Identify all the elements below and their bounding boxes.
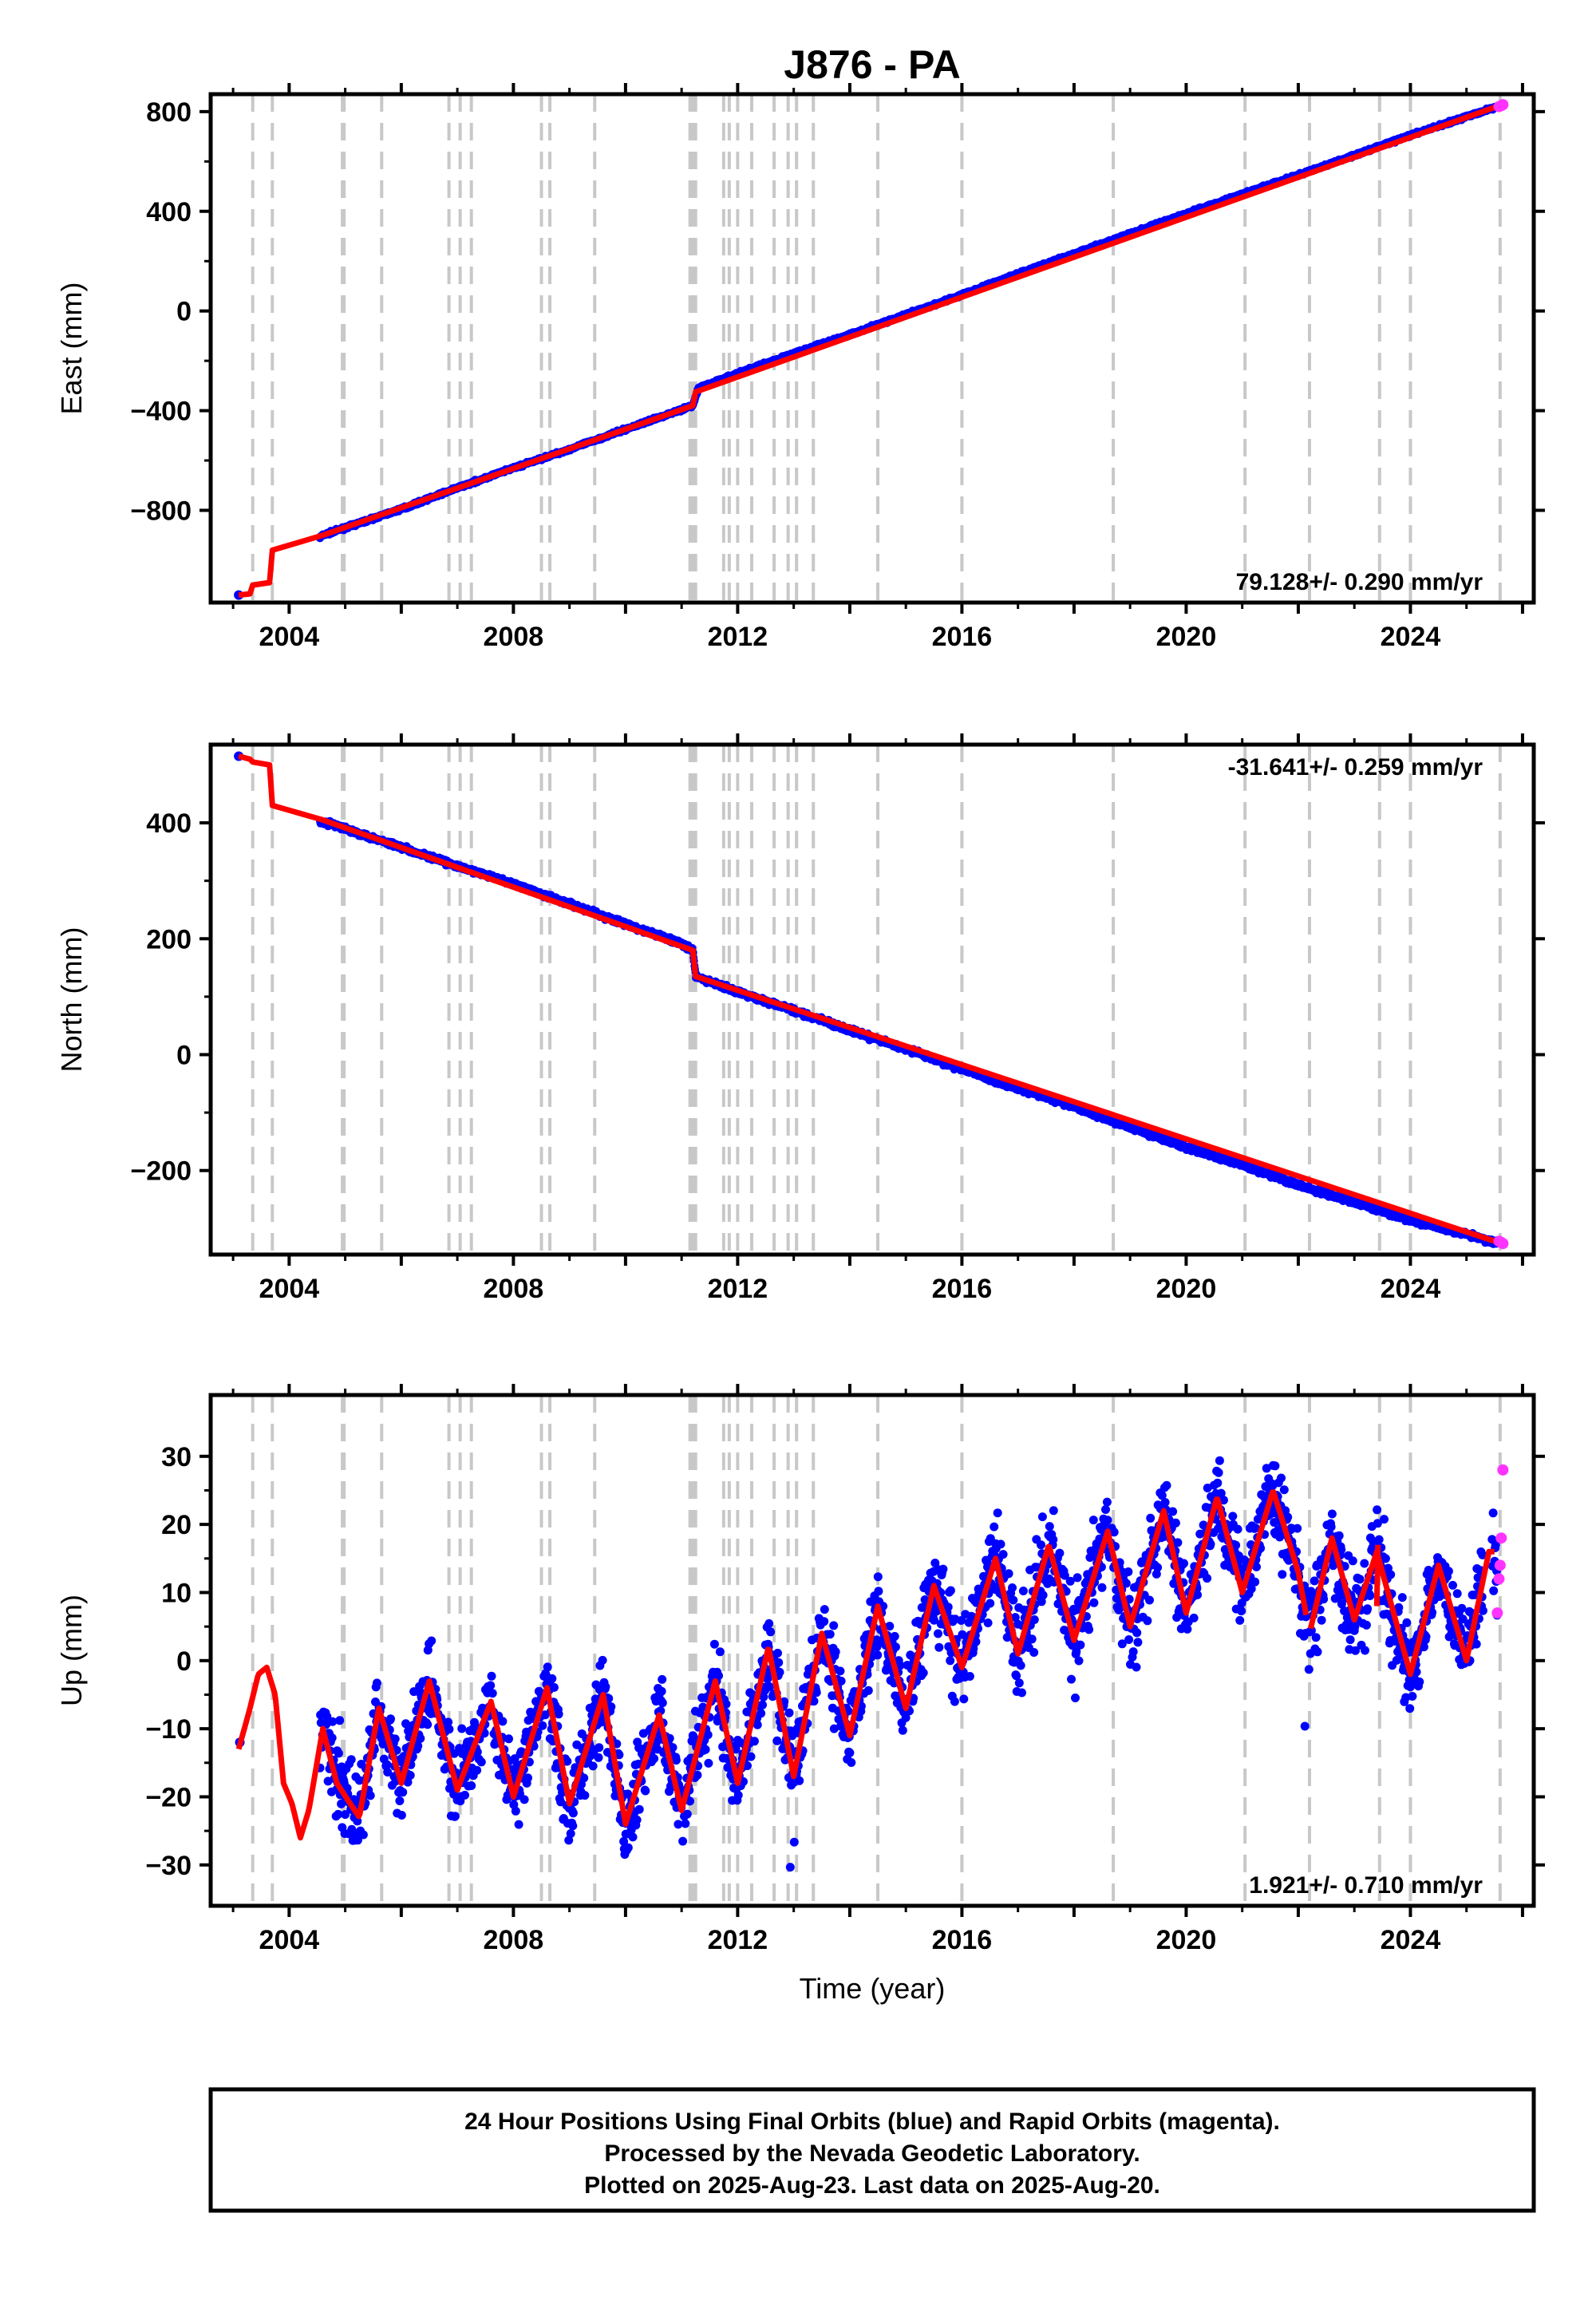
x-tick-label: 2012 (708, 622, 768, 652)
x-tick-label: 2016 (932, 622, 993, 652)
rate-label: 79.128+/- 0.290 mm/yr (1236, 569, 1483, 595)
y-tick-label: −800 (130, 496, 192, 526)
x-tick-label: 2008 (484, 622, 544, 652)
plot-frame (208, 92, 1536, 605)
y-tick-label: 400 (146, 197, 192, 227)
rapid-orbit-points (1493, 99, 1509, 113)
figure-title: J876 - PA (784, 42, 960, 87)
x-tick-label: 2004 (259, 622, 320, 652)
y-tick-label: −400 (130, 397, 192, 427)
panel-1: −800 −400 0 400 800 2004 2008 2012 2016 2020 2024 E… (55, 83, 1545, 652)
plot-area (234, 94, 1509, 603)
final-orbit-points (234, 751, 1501, 1248)
y-tick-label: 800 (146, 97, 192, 128)
plot-area (234, 745, 1509, 1255)
model-line (238, 102, 1501, 599)
panels: −800 −400 0 400 800 2004 2008 2012 2016 2020 2024 E… (55, 83, 1545, 2005)
x-tick-label: 2024 (1381, 622, 1441, 652)
y-tick-label: 0 (176, 297, 192, 327)
rapid-point (1497, 99, 1509, 111)
y-axis-label: East (mm) (55, 283, 88, 415)
x-tick-label: 2020 (1156, 622, 1217, 652)
